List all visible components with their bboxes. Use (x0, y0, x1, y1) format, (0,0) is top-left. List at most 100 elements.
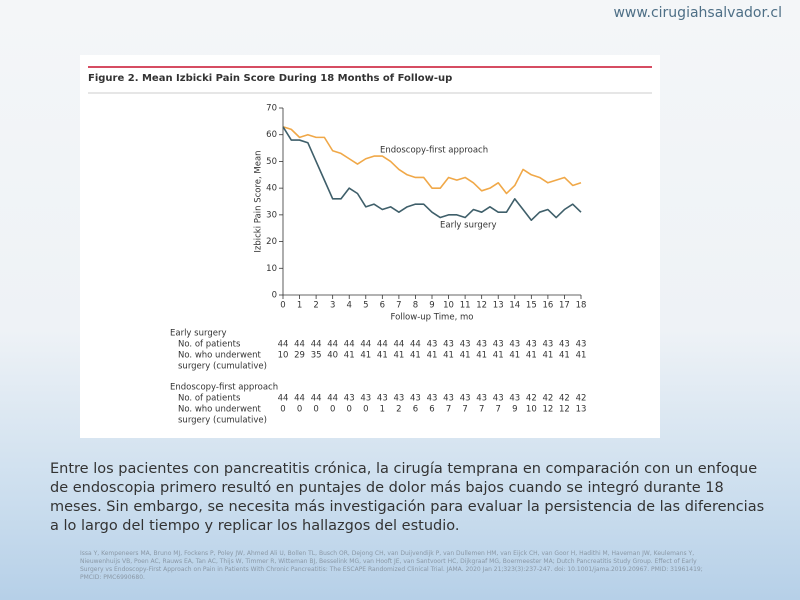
x-tick-label: 4 (347, 301, 352, 311)
table-row-label: No. of patients (178, 340, 241, 350)
table-cell: 43 (460, 394, 471, 404)
table-cell: 43 (576, 340, 587, 350)
table-cell: 41 (493, 351, 504, 361)
x-tick-label: 7 (396, 301, 401, 311)
table-cell: 0 (330, 405, 335, 415)
x-tick-label: 11 (460, 301, 471, 311)
table-cell: 44 (393, 340, 404, 350)
table-cell: 43 (377, 394, 388, 404)
table-row-label: No. who underwent (178, 351, 262, 361)
table-cell: 13 (576, 405, 587, 415)
table-cell: 43 (443, 394, 454, 404)
table-cell: 43 (427, 394, 438, 404)
site-url: www.cirugiahsalvador.cl (613, 5, 782, 21)
table-cell: 0 (347, 405, 352, 415)
table-cell: 43 (526, 340, 537, 350)
table-cell: 41 (559, 351, 570, 361)
table-cell: 0 (280, 405, 285, 415)
table-cell: 9 (512, 405, 517, 415)
table-cell: 44 (294, 394, 305, 404)
table-cell: 41 (476, 351, 487, 361)
table-cell: 7 (446, 405, 451, 415)
table-cell: 41 (360, 351, 371, 361)
table-cell: 43 (542, 340, 553, 350)
y-tick-label: 20 (266, 237, 277, 247)
y-tick-label: 50 (266, 157, 277, 167)
table-cell: 43 (476, 340, 487, 350)
x-tick-label: 10 (443, 301, 454, 311)
x-tick-label: 0 (280, 301, 285, 311)
table-cell: 10 (278, 351, 289, 361)
table-cell: 6 (429, 405, 434, 415)
x-tick-label: 14 (509, 301, 520, 311)
y-axis-label: Izbicki Pain Score, Mean (254, 150, 264, 252)
x-tick-label: 17 (559, 301, 570, 311)
table-cell: 43 (393, 394, 404, 404)
x-tick-label: 2 (313, 301, 318, 311)
table-cell: 44 (327, 394, 338, 404)
table-cell: 43 (410, 394, 421, 404)
table-cell: 2 (396, 405, 401, 415)
table-cell: 12 (542, 405, 553, 415)
table-cell: 29 (294, 351, 305, 361)
table-cell: 41 (576, 351, 587, 361)
table-cell: 0 (297, 405, 302, 415)
table-cell: 41 (509, 351, 520, 361)
table-cell: 43 (493, 340, 504, 350)
table-row-label: No. who underwent (178, 405, 262, 415)
series-label: Early surgery (440, 221, 496, 231)
x-tick-label: 18 (576, 301, 587, 311)
chart: Figure 2. Mean Izbicki Pain Score During… (88, 66, 652, 426)
table-row-label: No. of patients (178, 394, 241, 404)
x-axis-label: Follow-up Time, mo (391, 313, 474, 323)
series-label: Endoscopy-first approach (380, 146, 488, 156)
table-cell: 43 (344, 394, 355, 404)
summary: Entre los pacientes con pancreatitis cró… (50, 461, 765, 534)
table-cell: 7 (462, 405, 467, 415)
chart-title: Figure 2. Mean Izbicki Pain Score During… (88, 73, 452, 84)
table-cell: 44 (344, 340, 355, 350)
table-group-label: Endoscopy-first approach (170, 383, 278, 393)
table-cell: 10 (526, 405, 537, 415)
x-tick-label: 6 (380, 301, 385, 311)
table-cell: 44 (294, 340, 305, 350)
table-cell: 7 (479, 405, 484, 415)
x-tick-label: 1 (297, 301, 302, 311)
y-tick-label: 70 (266, 104, 277, 114)
table-cell: 42 (576, 394, 587, 404)
table-cell: 44 (327, 340, 338, 350)
table-row-label: surgery (cumulative) (178, 362, 267, 372)
table-cell: 41 (427, 351, 438, 361)
y-tick-label: 10 (266, 264, 277, 274)
y-tick-label: 30 (266, 210, 277, 220)
citation: Issa Y, Kempeneers MA, Bruno MJ, Fockens… (80, 550, 703, 581)
table-cell: 42 (526, 394, 537, 404)
series-line (282, 126, 582, 221)
table-cell: 44 (410, 340, 421, 350)
figure: Figure 2. Mean Izbicki Pain Score During… (80, 55, 660, 438)
table-cell: 42 (559, 394, 570, 404)
table-cell: 44 (278, 340, 289, 350)
table-cell: 41 (344, 351, 355, 361)
x-tick-label: 13 (493, 301, 504, 311)
table-cell: 43 (476, 394, 487, 404)
table-cell: 43 (427, 340, 438, 350)
table-cell: 41 (526, 351, 537, 361)
table-group-label: Early surgery (170, 329, 226, 339)
table-row-label: surgery (cumulative) (178, 416, 267, 426)
table-cell: 42 (542, 394, 553, 404)
x-tick-label: 3 (330, 301, 335, 311)
table-cell: 43 (509, 394, 520, 404)
table-cell: 44 (360, 340, 371, 350)
y-tick-label: 60 (266, 130, 277, 140)
y-tick-label: 40 (266, 184, 277, 194)
table-cell: 41 (377, 351, 388, 361)
table-cell: 43 (360, 394, 371, 404)
x-tick-label: 8 (413, 301, 418, 311)
table-cell: 35 (311, 351, 322, 361)
x-tick-label: 5 (363, 301, 368, 311)
table-cell: 0 (313, 405, 318, 415)
table-cell: 41 (393, 351, 404, 361)
x-tick-label: 15 (526, 301, 537, 311)
